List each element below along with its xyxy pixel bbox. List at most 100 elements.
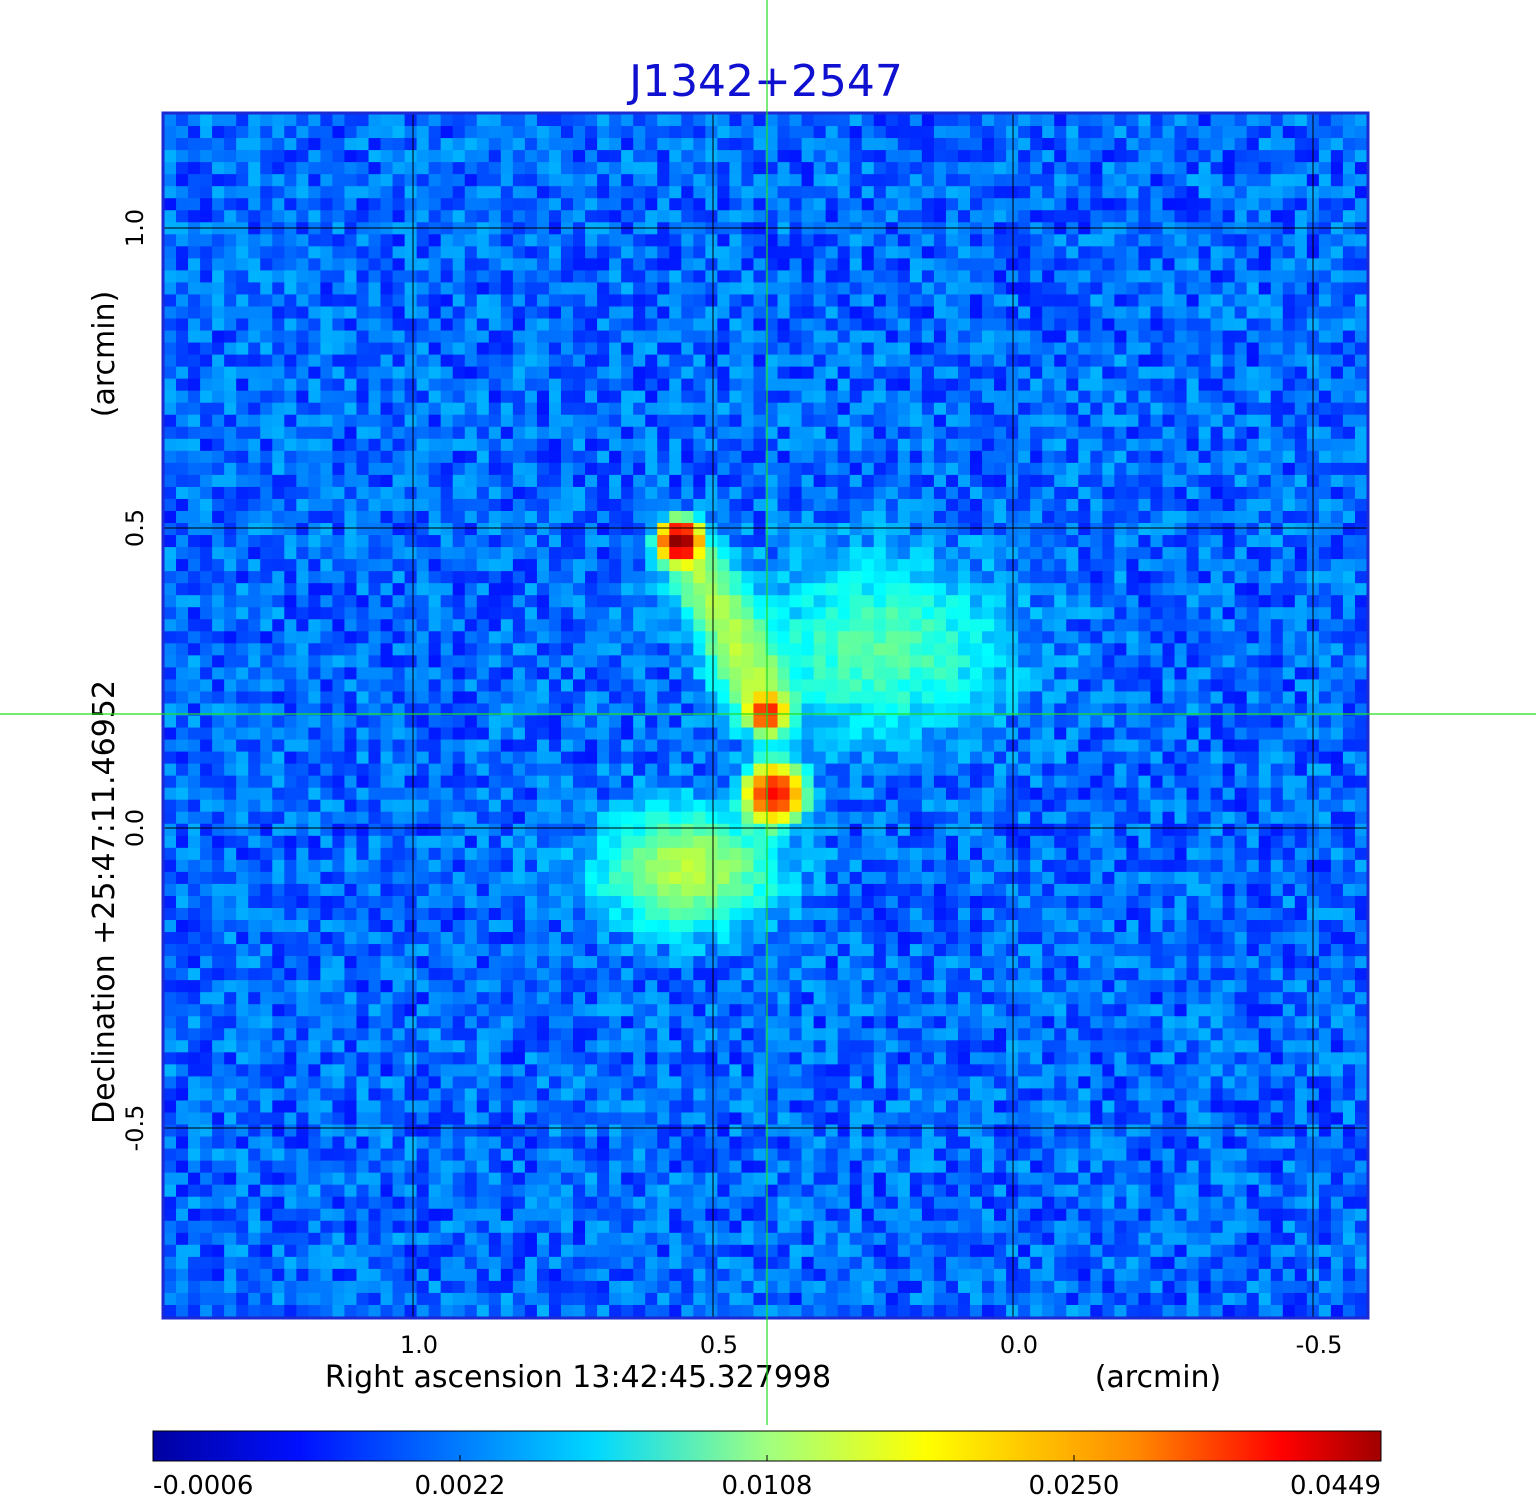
heatmap-pixel	[1162, 535, 1176, 548]
heatmap-pixel	[861, 294, 875, 308]
heatmap-pixel	[885, 426, 899, 440]
heatmap-pixel	[488, 198, 502, 211]
heatmap-pixel	[1318, 294, 1332, 308]
heatmap-pixel	[1294, 186, 1308, 199]
heatmap-pixel	[669, 186, 682, 199]
heatmap-pixel	[1342, 162, 1356, 175]
heatmap-pixel	[609, 450, 622, 464]
heatmap-pixel	[982, 210, 995, 223]
heatmap-pixel	[1066, 462, 1079, 476]
heatmap-pixel	[512, 126, 526, 139]
heatmap-pixel	[1318, 414, 1332, 428]
heatmap-pixel	[488, 390, 502, 404]
heatmap-pixel	[970, 330, 983, 344]
heatmap-pixel	[957, 198, 971, 211]
heatmap-pixel	[609, 318, 622, 332]
heatmap-pixel	[1186, 150, 1200, 163]
heatmap-pixel	[717, 667, 731, 681]
heatmap-pixel	[873, 210, 887, 223]
heatmap-pixel	[897, 258, 911, 271]
heatmap-pixel	[729, 667, 743, 681]
heatmap-pixel	[777, 150, 791, 163]
heatmap-pixel	[573, 667, 586, 681]
heatmap-pixel	[320, 691, 334, 705]
heatmap-pixel	[921, 246, 935, 259]
heatmap-pixel	[1018, 691, 1031, 705]
heatmap-pixel	[536, 438, 550, 452]
heatmap-pixel	[849, 390, 863, 404]
heatmap-pixel	[657, 679, 670, 693]
heatmap-pixel	[873, 547, 887, 560]
heatmap-pixel	[416, 667, 430, 681]
heatmap-pixel	[524, 691, 538, 705]
heatmap-pixel	[1006, 643, 1019, 656]
heatmap-pixel	[1282, 294, 1296, 308]
heatmap-pixel	[284, 523, 297, 536]
heatmap-pixel	[1294, 210, 1308, 223]
heatmap-pixel	[921, 150, 935, 163]
heatmap-pixel	[560, 583, 574, 596]
heatmap-pixel	[164, 510, 177, 524]
heatmap-pixel	[693, 691, 706, 705]
heatmap-pixel	[1066, 595, 1079, 608]
heatmap-pixel	[428, 366, 442, 380]
heatmap-pixel	[1198, 643, 1212, 656]
heatmap-pixel	[645, 535, 658, 548]
heatmap-pixel	[994, 330, 1007, 344]
heatmap-pixel	[801, 595, 815, 608]
heatmap-pixel	[212, 559, 225, 572]
heatmap-pixel	[849, 378, 863, 392]
heatmap-pixel	[380, 402, 394, 416]
heatmap-pixel	[945, 114, 959, 127]
heatmap-pixel	[524, 571, 538, 584]
heatmap-pixel	[861, 366, 875, 380]
heatmap-pixel	[1126, 126, 1140, 139]
heatmap-pixel	[548, 643, 562, 656]
heatmap-pixel	[1210, 595, 1224, 608]
heatmap-pixel	[1006, 210, 1019, 223]
heatmap-pixel	[476, 486, 490, 500]
heatmap-pixel	[1294, 114, 1308, 127]
heatmap-pixel	[416, 390, 430, 404]
heatmap-pixel	[416, 631, 430, 644]
heatmap-pixel	[524, 474, 538, 488]
heatmap-pixel	[1198, 486, 1212, 500]
heatmap-pixel	[260, 258, 273, 271]
heatmap-pixel	[573, 258, 586, 271]
heatmap-pixel	[921, 222, 935, 235]
heatmap-pixel	[548, 559, 562, 572]
heatmap-pixel	[609, 150, 622, 163]
heatmap-pixel	[1270, 426, 1284, 440]
heatmap-pixel	[837, 306, 851, 320]
heatmap-pixel	[933, 559, 947, 572]
heatmap-pixel	[560, 535, 574, 548]
heatmap-pixel	[1222, 619, 1236, 632]
heatmap-pixel	[1330, 486, 1344, 500]
heatmap-pixel	[681, 246, 694, 259]
heatmap-pixel	[368, 306, 382, 320]
heatmap-pixel	[188, 498, 201, 512]
heatmap-pixel	[284, 150, 297, 163]
heatmap-pixel	[1270, 595, 1284, 608]
heatmap-pixel	[1258, 138, 1272, 151]
heatmap-pixel	[1330, 438, 1344, 452]
heatmap-pixel	[849, 535, 863, 548]
heatmap-pixel	[909, 535, 923, 548]
heatmap-pixel	[729, 294, 743, 308]
heatmap-pixel	[681, 282, 694, 296]
heatmap-pixel	[994, 691, 1007, 705]
heatmap-pixel	[536, 402, 550, 416]
heatmap-pixel	[500, 270, 514, 284]
heatmap-pixel	[512, 462, 526, 476]
heatmap-pixel	[1030, 667, 1043, 681]
heatmap-pixel	[356, 150, 370, 163]
heatmap-pixel	[560, 486, 574, 500]
heatmap-pixel	[356, 486, 370, 500]
heatmap-pixel	[1210, 498, 1224, 512]
heatmap-pixel	[296, 655, 309, 668]
heatmap-pixel	[813, 474, 827, 488]
heatmap-pixel	[452, 270, 466, 284]
heatmap-pixel	[982, 318, 995, 332]
heatmap-pixel	[176, 318, 189, 332]
heatmap-pixel	[982, 595, 995, 608]
